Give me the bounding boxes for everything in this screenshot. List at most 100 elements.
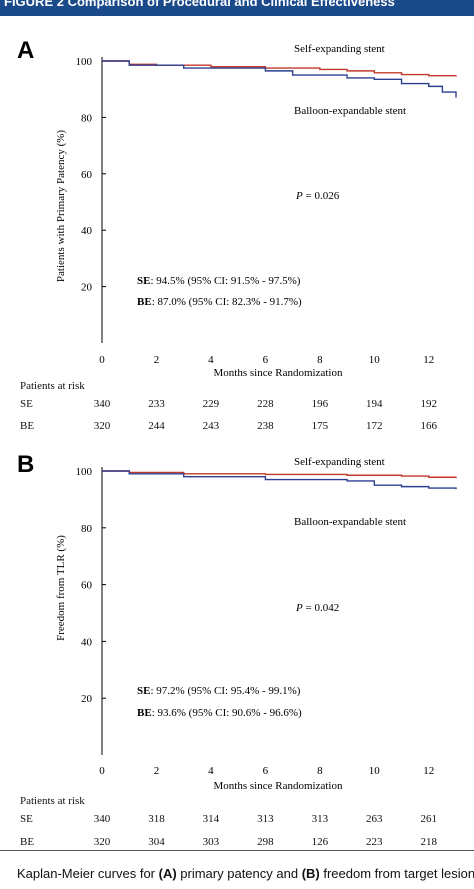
x-tick-label: 6 [263,354,269,366]
risk-value: 320 [93,420,111,432]
caption-a: (A) [158,866,177,881]
risk-value: 340 [93,398,111,410]
risk-value: 313 [311,813,329,825]
risk-row-be: BE 320 244 243 238 175 172 166 [0,420,474,434]
risk-table-title: Patients at risk [20,380,85,392]
p-value-annotation: P = 0.042 [295,602,339,614]
risk-value: 172 [366,420,383,432]
risk-value: 194 [366,398,383,410]
risk-row-label: BE [20,420,35,432]
x-tick-label: 12 [423,765,434,777]
risk-value: 314 [202,813,220,825]
x-tick-label: 0 [99,765,105,777]
risk-value: 218 [420,836,438,848]
risk-table-title: Patients at risk [20,795,85,807]
panel-a-chart: A Patients with Primary Patency (%) Mont… [17,37,457,379]
risk-value: 304 [148,836,165,848]
x-tick-label: 8 [317,354,323,366]
risk-value: 313 [257,813,274,825]
series-lines [102,60,457,98]
caption-mid1: primary patency and [176,866,302,881]
risk-value: 303 [202,836,220,848]
risk-value: 320 [93,836,111,848]
x-axis-title: Months since Randomization [214,367,343,379]
risk-row-label: BE [20,836,35,848]
x-axis-title: Months since Randomization [214,780,343,792]
x-tick-label: 2 [154,354,160,366]
se-label: SE [137,275,150,287]
risk-value: 166 [420,420,438,432]
p-value: = 0.042 [303,602,339,614]
risk-row-label: SE [20,813,33,825]
caption-b: (B) [301,866,320,881]
be-text: : 93.6% (95% CI: 90.6% - 96.6%) [152,707,302,719]
x-tick-label: 12 [423,354,434,366]
risk-value: 243 [202,420,220,432]
panel-label: B [17,451,34,478]
caption-mid2: freedom from target lesion [319,866,474,881]
y-tick-label: 40 [81,636,93,648]
self-expanding-curve [102,60,457,77]
risk-value: 126 [311,836,329,848]
risk-value: 263 [366,813,383,825]
balloon-expandable-curve [102,470,457,490]
y-tick-label: 80 [81,112,93,124]
axes [101,467,106,755]
se-annotation: SE: 94.5% (95% CI: 91.5% - 97.5%) [137,275,301,287]
x-tick-label: 6 [263,765,269,777]
se-text: : 97.2% (95% CI: 95.4% - 99.1%) [150,685,300,697]
axes [101,57,106,343]
se-label: SE [137,685,150,697]
p-label: P [295,602,303,614]
y-axis-title: Freedom from TLR (%) [55,535,67,641]
be-label: BE [137,707,152,719]
p-label: P [295,190,303,202]
be-text: : 87.0% (95% CI: 82.3% - 91.7%) [152,296,302,308]
balloon-expandable-curve [102,60,457,98]
x-tick-label: 2 [154,765,160,777]
risk-value: 196 [311,398,329,410]
risk-value: 238 [257,420,274,432]
risk-value: 229 [202,398,220,410]
risk-row-label: SE [20,398,33,410]
panel-b-chart: B Freedom from TLR (%) Months since Rand… [17,451,457,792]
tick-labels: 20 40 60 80 100 0 2 4 6 8 10 12 [76,56,435,366]
x-tick-label: 10 [369,765,381,777]
legend-balloon-expandable: Balloon-expandable stent [294,516,406,528]
se-text: : 94.5% (95% CI: 91.5% - 97.5%) [150,275,300,287]
x-tick-label: 8 [317,765,323,777]
risk-value: 340 [93,813,111,825]
risk-value: 192 [420,398,438,410]
y-tick-label: 100 [76,466,93,478]
be-annotation: BE: 87.0% (95% CI: 82.3% - 91.7%) [137,296,302,308]
y-tick-label: 80 [81,523,93,535]
y-tick-label: 20 [81,282,93,294]
risk-value: 298 [257,836,274,848]
be-label: BE [137,296,152,308]
be-annotation: BE: 93.6% (95% CI: 90.6% - 96.6%) [137,707,302,719]
risk-row-be: BE 320 304 303 298 126 223 218 [0,836,474,850]
y-tick-label: 40 [81,225,93,237]
se-annotation: SE: 97.2% (95% CI: 95.4% - 99.1%) [137,685,301,697]
y-tick-label: 20 [81,693,93,705]
figure-title: FIGURE 2 Comparison of Procedural and Cl… [4,0,395,9]
legend-self-expanding: Self-expanding stent [294,456,385,468]
y-tick-label: 60 [81,169,93,181]
figure-caption: Kaplan-Meier curves for (A) primary pate… [17,866,474,881]
risk-value: 318 [148,813,165,825]
legend-self-expanding: Self-expanding stent [294,43,385,55]
x-tick-label: 4 [208,765,214,777]
series-lines [102,470,457,490]
risk-value: 223 [366,836,383,848]
x-tick-label: 10 [369,354,381,366]
risk-row-se: SE 340 233 229 228 196 194 192 [0,398,474,412]
y-axis-title: Patients with Primary Patency (%) [55,130,67,282]
risk-value: 261 [420,813,438,825]
p-value-annotation: P = 0.026 [295,190,340,202]
tick-labels: 20 40 60 80 100 0 2 4 6 8 10 12 [76,466,435,777]
x-tick-label: 4 [208,354,214,366]
caption-text: Kaplan-Meier curves for [17,866,159,881]
risk-value: 244 [148,420,165,432]
x-tick-label: 0 [99,354,105,366]
figure-header: FIGURE 2 Comparison of Procedural and Cl… [0,0,474,16]
